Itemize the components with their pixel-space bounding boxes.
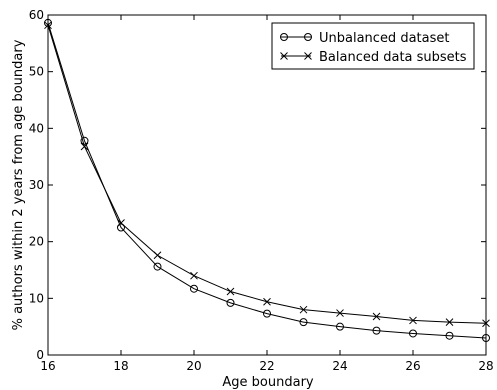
y-tick-label: 50 (29, 65, 44, 79)
x-tick-label: 18 (113, 359, 128, 373)
legend-entry: Balanced data subsets (280, 50, 467, 65)
y-tick-label: 60 (29, 8, 44, 22)
series-layer (44, 18, 490, 342)
y-tick-label: 0 (36, 348, 44, 362)
y-tick-label: 10 (29, 291, 44, 305)
series-line (47, 22, 487, 339)
y-tick-label: 20 (29, 235, 44, 249)
data-point (299, 305, 308, 314)
x-tick-label: 22 (259, 359, 274, 373)
y-axis-label: % authors within 2 years from age bounda… (11, 39, 26, 330)
data-point (226, 298, 235, 307)
data-point (153, 262, 162, 271)
data-point (299, 318, 308, 327)
data-point (263, 297, 271, 306)
legend-box (271, 22, 475, 70)
data-point (190, 284, 198, 293)
data-point (226, 287, 235, 296)
y-axis-ticks: 0 10 20 30 40 50 60 (29, 8, 486, 362)
legend-marker (304, 33, 312, 41)
data-point (482, 334, 490, 342)
x-tick-label: 16 (40, 359, 55, 373)
x-axis-ticks: 16 18 20 22 24 26 28 (40, 15, 494, 373)
legend-entry: Unbalanced dataset (280, 31, 449, 46)
y-tick-label: 30 (29, 178, 44, 192)
data-point (409, 329, 417, 338)
series-line (47, 25, 487, 324)
data-point (372, 312, 381, 321)
legend-marker (280, 52, 288, 60)
data-point (263, 309, 271, 318)
data-point (445, 318, 454, 326)
x-tick-label: 20 (186, 359, 201, 373)
data-point (117, 223, 125, 232)
x-axis-label: Age boundary (222, 375, 314, 390)
x-tick-label: 26 (405, 359, 420, 373)
x-tick-label: 28 (478, 359, 493, 373)
data-point (372, 326, 381, 335)
legend-marker (280, 33, 288, 41)
y-tick-label: 40 (29, 121, 44, 135)
data-point (80, 142, 89, 151)
data-point (190, 271, 198, 280)
data-point (153, 251, 162, 260)
series-balanced (44, 21, 490, 328)
series-unbalanced (44, 18, 490, 342)
data-point (80, 136, 89, 145)
data-point (336, 322, 344, 331)
data-point (409, 316, 417, 325)
legend: Unbalanced dataset Balanced data subsets (271, 22, 475, 70)
data-point (117, 219, 125, 227)
data-point (445, 331, 454, 340)
data-point (336, 309, 344, 317)
data-point (44, 21, 52, 30)
legend-label: Balanced data subsets (319, 50, 467, 65)
legend-label: Unbalanced dataset (319, 31, 449, 46)
x-tick-label: 24 (332, 359, 347, 373)
legend-marker (304, 52, 312, 60)
data-point (482, 319, 490, 328)
